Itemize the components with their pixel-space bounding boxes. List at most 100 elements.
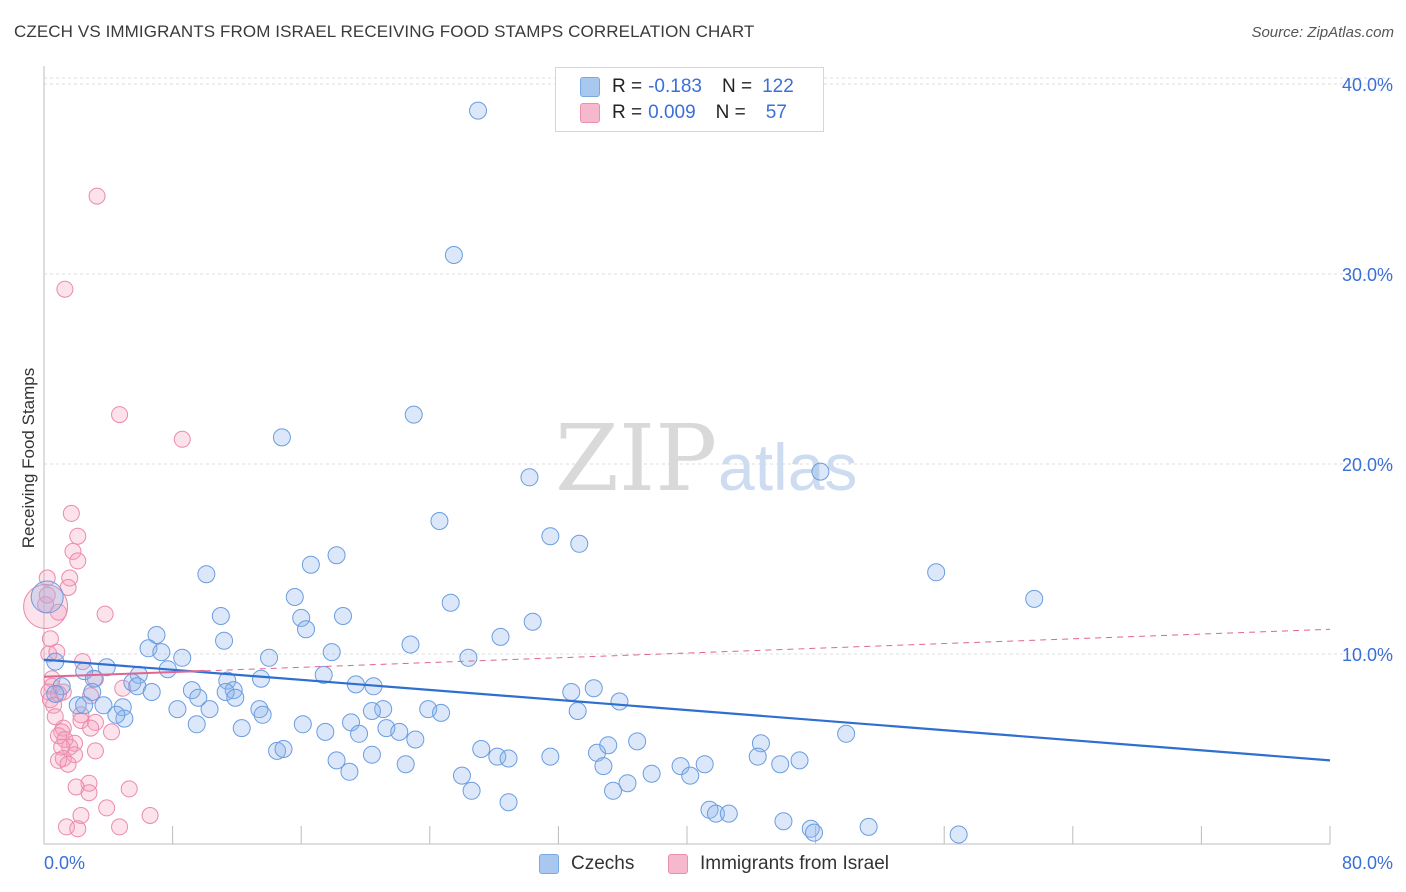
- point-israel: [86, 742, 104, 760]
- point-czechs: [706, 804, 725, 823]
- point-czechs: [523, 612, 542, 631]
- axes-layer: [43, 66, 1331, 845]
- point-czechs: [774, 812, 793, 831]
- point-israel: [66, 746, 84, 764]
- point-czechs: [268, 741, 287, 760]
- legend-label-israel: Immigrants from Israel: [700, 853, 889, 874]
- point-czechs: [252, 669, 271, 688]
- point-israel: [114, 679, 132, 697]
- point-czechs: [406, 730, 425, 749]
- y-tick-label: 20.0%: [1342, 455, 1393, 475]
- point-czechs: [187, 715, 206, 734]
- trend-line-israel-dashed: [204, 628, 1331, 672]
- point-czechs: [488, 747, 507, 766]
- trend-line-israel-solid: [43, 669, 205, 678]
- point-czechs: [232, 719, 251, 738]
- point-czechs: [327, 751, 346, 770]
- point-czechs: [432, 703, 451, 722]
- point-czechs: [462, 781, 481, 800]
- point-czechs: [618, 774, 637, 793]
- point-czechs: [260, 648, 279, 667]
- point-czechs: [472, 740, 491, 758]
- point-czechs: [168, 700, 187, 719]
- legend-r-label: R =: [612, 76, 643, 97]
- point-czechs: [837, 724, 856, 743]
- point-israel: [64, 542, 82, 560]
- watermark-atlas: atlas: [718, 430, 857, 504]
- point-czechs: [610, 692, 629, 711]
- legend-row-israel: R = 0.009 N = 57: [580, 101, 787, 125]
- point-czechs: [520, 468, 539, 487]
- series-israel-points: [23, 187, 191, 838]
- point-czechs: [491, 627, 510, 646]
- correlation-legend: R = -0.183 N = 122 R = 0.009 N = 57: [555, 67, 824, 132]
- point-czechs: [949, 825, 968, 844]
- point-israel: [111, 406, 129, 424]
- bottom-legend-israel[interactable]: Immigrants from Israel: [668, 852, 889, 876]
- point-czechs: [441, 593, 460, 612]
- point-israel: [173, 430, 191, 448]
- trend-line-czechs: [43, 658, 1331, 762]
- grid-layer: [44, 77, 1392, 655]
- legend-n-label: N =: [715, 102, 746, 123]
- point-israel: [111, 818, 129, 836]
- y-axis-title: Receiving Food Stamps: [19, 368, 38, 548]
- point-czechs: [459, 648, 478, 667]
- point-israel: [98, 799, 116, 817]
- point-czechs: [293, 715, 312, 734]
- point-czechs-cluster: [30, 580, 64, 614]
- source-label: Source: ZipAtlas.com: [1251, 24, 1394, 41]
- point-czechs: [594, 757, 613, 776]
- point-czechs: [292, 608, 311, 627]
- point-czechs: [253, 705, 272, 724]
- point-czechs: [216, 683, 235, 701]
- point-czechs: [182, 681, 201, 700]
- point-czechs: [211, 607, 230, 625]
- point-czechs: [628, 732, 647, 751]
- point-czechs: [113, 698, 132, 717]
- point-israel: [86, 713, 104, 731]
- point-israel: [80, 774, 98, 792]
- point-israel: [72, 807, 90, 824]
- point-czechs: [374, 700, 393, 719]
- point-czechs: [250, 700, 269, 719]
- point-czechs: [226, 688, 245, 707]
- point-czechs: [340, 762, 359, 781]
- point-czechs: [541, 747, 560, 766]
- point-czechs: [404, 405, 423, 424]
- point-czechs: [469, 101, 488, 120]
- point-israel: [59, 755, 77, 773]
- point-czechs: [327, 546, 346, 565]
- point-czechs: [671, 757, 690, 776]
- chart-title: CZECH VS IMMIGRANTS FROM ISRAEL RECEIVIN…: [14, 22, 755, 41]
- point-czechs: [444, 246, 463, 264]
- point-israel: [69, 552, 87, 570]
- legend-r-value: -0.183: [648, 76, 702, 97]
- legend-swatch-czechs: [580, 77, 600, 97]
- point-czechs: [316, 722, 335, 741]
- point-israel: [120, 780, 138, 798]
- point-czechs: [200, 700, 219, 719]
- y-tick-label: 40.0%: [1342, 75, 1393, 95]
- point-czechs: [322, 643, 341, 662]
- point-czechs: [751, 734, 770, 753]
- point-czechs: [197, 565, 216, 584]
- point-czechs: [218, 671, 237, 690]
- bottom-legend-czechs[interactable]: Czechs: [539, 852, 634, 876]
- point-israel: [82, 719, 100, 737]
- point-czechs: [790, 751, 809, 770]
- point-czechs: [285, 588, 304, 606]
- point-czechs: [390, 722, 409, 741]
- legend-n-value: 122: [762, 76, 794, 97]
- point-czechs: [695, 755, 714, 774]
- y-tick-label: 30.0%: [1342, 265, 1393, 285]
- legend-swatch-israel: [668, 854, 688, 874]
- point-czechs: [350, 724, 369, 743]
- point-czechs: [927, 563, 946, 582]
- point-czechs: [562, 683, 581, 701]
- legend-r-value: 0.009: [648, 102, 696, 123]
- point-czechs: [811, 462, 830, 481]
- point-czechs: [568, 702, 587, 720]
- point-czechs: [297, 620, 316, 639]
